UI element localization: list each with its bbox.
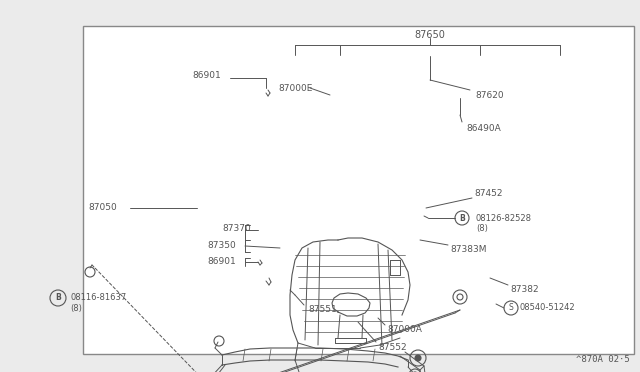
Text: 87552: 87552 [378,343,406,353]
Text: 87000E: 87000E [278,83,312,93]
Text: 87551: 87551 [308,305,337,314]
Text: 08126-82528: 08126-82528 [476,214,532,222]
Text: 08116-81637: 08116-81637 [70,294,126,302]
Text: 87000A: 87000A [387,326,422,334]
Text: 87452: 87452 [474,189,502,198]
Text: 08540-51242: 08540-51242 [520,304,575,312]
Text: 87050: 87050 [88,202,116,212]
Text: 87383M: 87383M [450,246,486,254]
Bar [83,26,634,354]
Text: B: B [459,214,465,222]
Text: 86901: 86901 [192,71,221,80]
Circle shape [415,355,421,361]
Text: 87350: 87350 [207,241,236,250]
Text: 87382: 87382 [510,285,539,295]
Text: S: S [509,304,513,312]
Text: ^870A 02·5: ^870A 02·5 [576,355,630,364]
Text: 86490A: 86490A [466,124,500,132]
Text: 87650: 87650 [415,30,445,40]
Text: 86901: 86901 [207,257,236,266]
Text: (8): (8) [70,304,82,312]
Text: B: B [55,294,61,302]
Text: 87370: 87370 [222,224,251,232]
Text: 87620: 87620 [475,90,504,99]
Text: (8): (8) [476,224,488,232]
